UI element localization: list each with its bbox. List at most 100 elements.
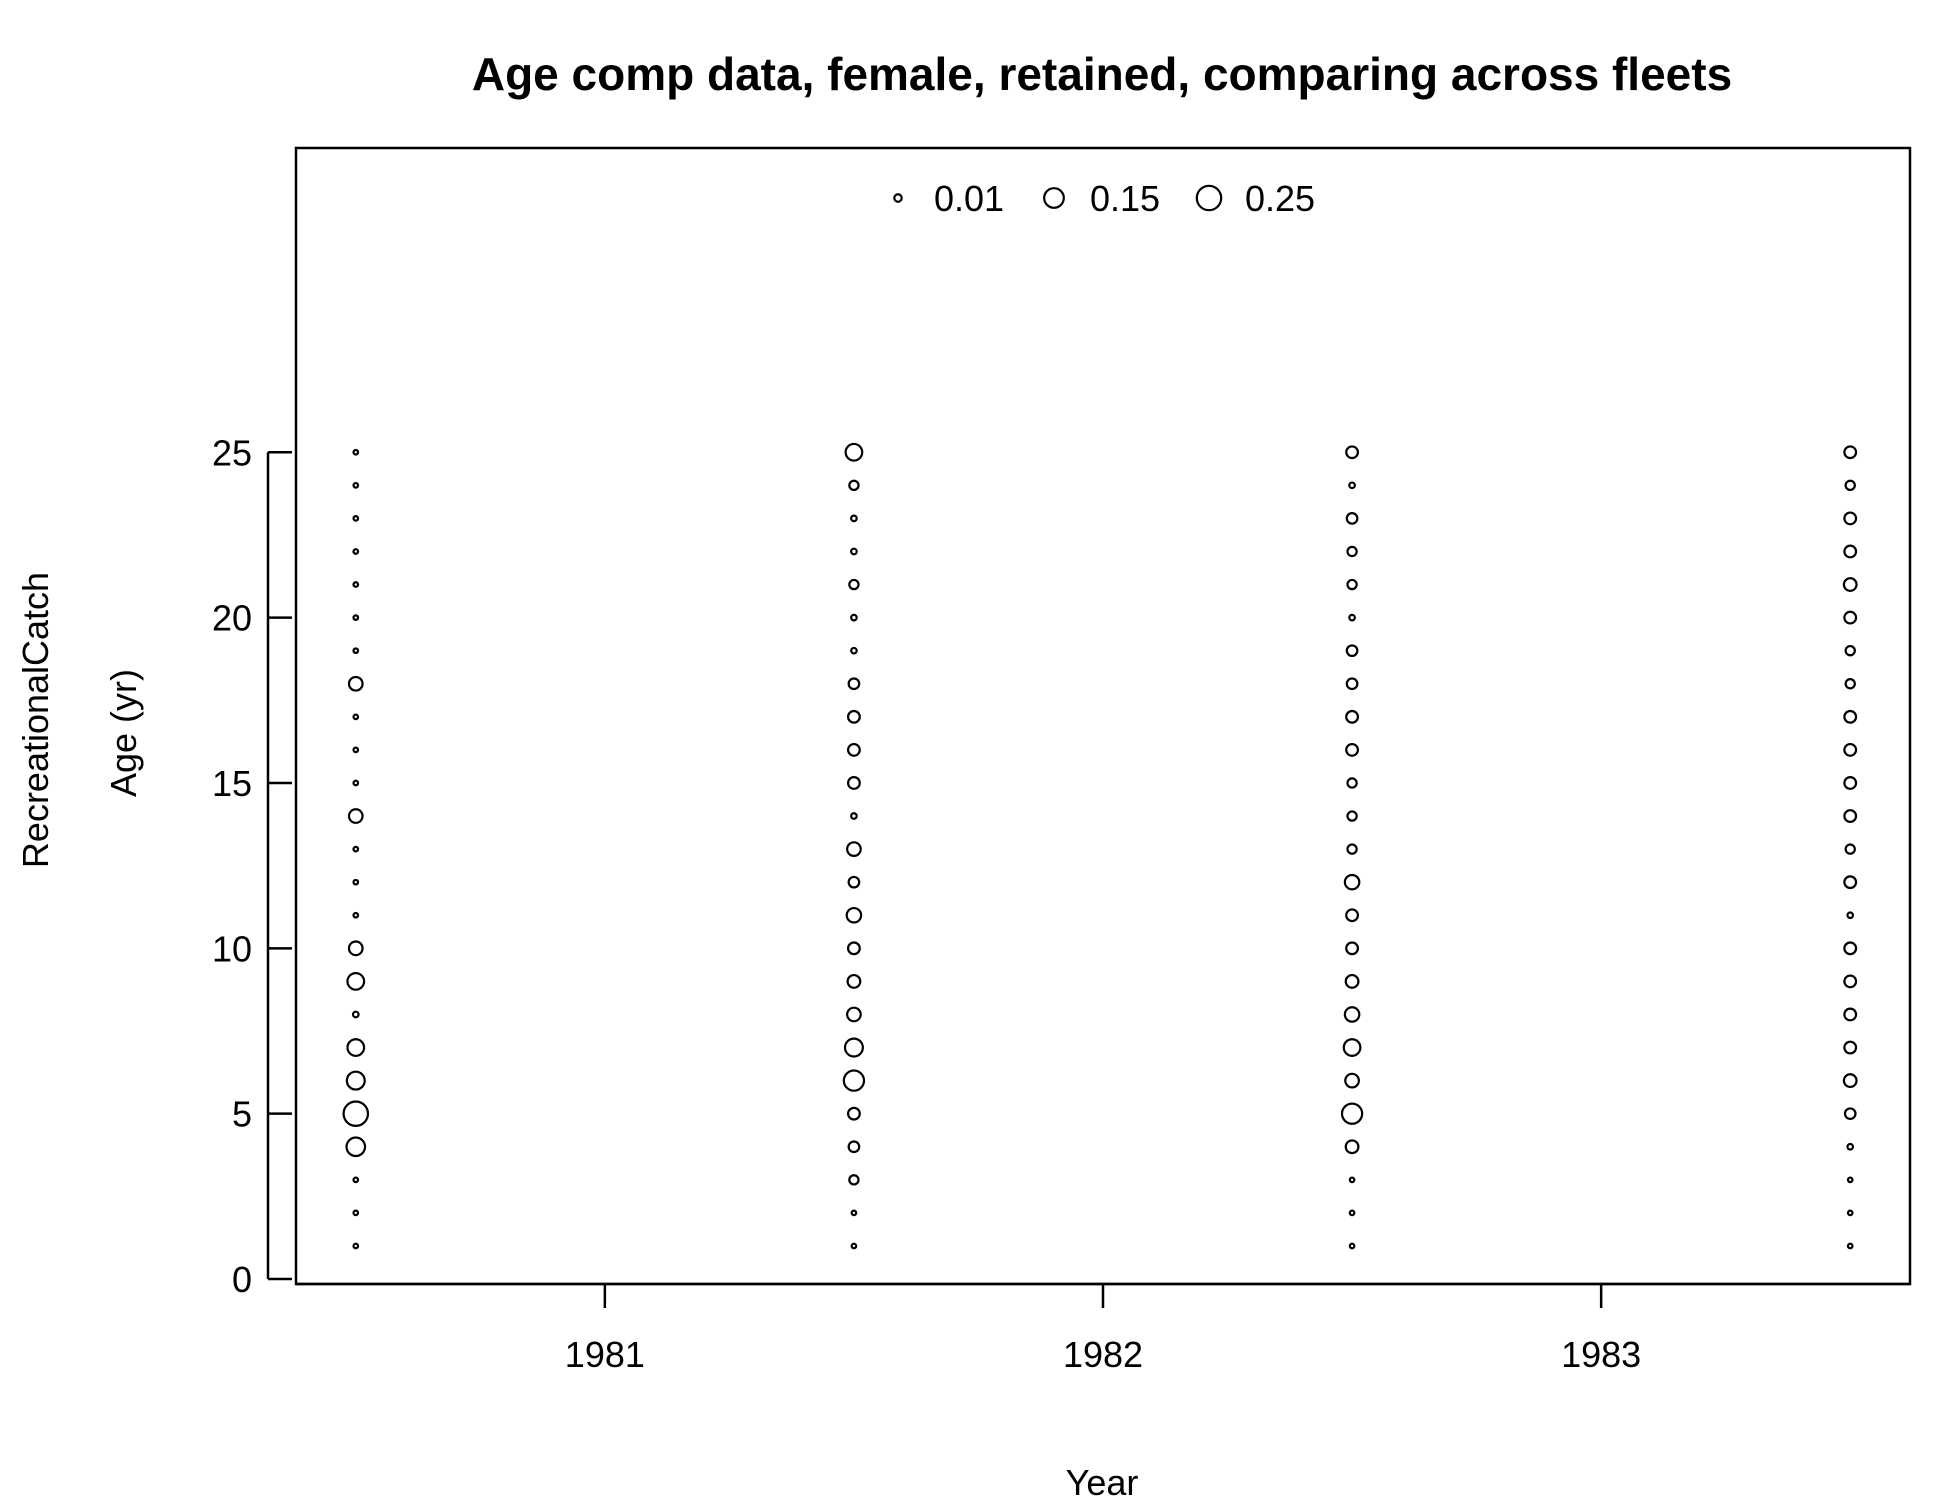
bubble	[850, 812, 858, 820]
bubble	[352, 515, 360, 522]
y-tick-label: 20	[212, 598, 252, 639]
bubble	[1843, 511, 1858, 526]
legend-bubble	[893, 193, 903, 203]
bubble	[1346, 843, 1358, 855]
bubble	[1844, 678, 1856, 690]
bubble	[1344, 973, 1360, 989]
bubble	[850, 613, 858, 622]
bubble	[846, 841, 862, 858]
bubble	[1345, 677, 1359, 691]
fleet-label: RecreationalCatch	[15, 572, 56, 868]
y-tick-label: 0	[232, 1259, 252, 1300]
bubble	[842, 1069, 866, 1092]
bubble	[352, 581, 360, 588]
y-axis: 0 5 10 15 20 25	[212, 432, 292, 1300]
x-axis-label: Year	[1066, 1462, 1139, 1500]
bubble	[850, 1242, 858, 1250]
bubble	[352, 548, 360, 555]
bubble	[1345, 908, 1360, 923]
bubble	[345, 1136, 367, 1158]
bubble	[1843, 1107, 1857, 1121]
bubble	[1348, 613, 1356, 622]
bubble	[1844, 843, 1856, 855]
bubble	[352, 614, 360, 621]
bubble	[1345, 445, 1360, 460]
bubble	[351, 1010, 360, 1019]
bubble	[1843, 709, 1858, 724]
bubble	[1345, 644, 1359, 658]
bubble	[1346, 777, 1358, 789]
bubble	[850, 547, 858, 556]
bubble	[1344, 1072, 1360, 1089]
bubble	[1842, 1073, 1858, 1089]
legend-label: 0.01	[934, 178, 1004, 219]
bubble	[1348, 481, 1356, 490]
bubble	[352, 481, 360, 489]
bubble	[352, 779, 360, 787]
bubble	[845, 906, 863, 924]
legend-label: 0.15	[1090, 178, 1160, 219]
bubble	[1842, 577, 1858, 592]
bubble	[1348, 1242, 1356, 1250]
bubble	[846, 1106, 861, 1121]
bubble	[346, 1038, 366, 1057]
bubble	[1843, 776, 1858, 790]
bubble	[1844, 479, 1856, 492]
bubble	[1345, 941, 1360, 956]
bubble	[1844, 644, 1856, 657]
bubble	[1346, 578, 1358, 591]
bubble	[847, 677, 861, 691]
bubble	[848, 479, 860, 492]
legend-bubble	[1043, 187, 1065, 209]
bubble	[1846, 1142, 1855, 1151]
bubble	[1843, 974, 1858, 989]
bubble	[846, 776, 861, 790]
bubble	[848, 578, 860, 591]
y-tick-label: 15	[212, 763, 252, 804]
bubble	[1846, 911, 1855, 920]
bubble	[352, 647, 360, 655]
bubble	[1345, 709, 1360, 724]
bubble	[1340, 1102, 1364, 1125]
bubble	[352, 713, 360, 721]
x-tick-label: 1981	[565, 1334, 645, 1375]
bubble	[846, 973, 862, 989]
bubble	[846, 941, 861, 956]
bubble	[1348, 1176, 1356, 1184]
bubble-layer	[342, 442, 1858, 1250]
y-axis-label: Age (yr)	[103, 669, 144, 797]
bubble	[1843, 544, 1858, 559]
bubble	[352, 1176, 360, 1184]
bubble	[1343, 1006, 1361, 1023]
bubble	[347, 808, 364, 824]
bubble	[846, 1006, 862, 1023]
bubble	[1846, 1209, 1854, 1217]
bubble	[1343, 873, 1361, 891]
x-tick-label: 1983	[1561, 1334, 1641, 1375]
bubble	[346, 971, 366, 991]
bubble	[1344, 1139, 1360, 1155]
bubble	[352, 1209, 360, 1217]
bubble	[352, 1242, 360, 1250]
bubble	[352, 746, 360, 754]
plot-frame	[294, 146, 1912, 1286]
bubble	[844, 442, 864, 462]
bubble	[345, 1070, 366, 1091]
bubble	[352, 845, 360, 853]
bubble	[850, 1209, 858, 1217]
bubble	[352, 878, 360, 886]
bubble	[347, 940, 364, 957]
bubble	[850, 514, 858, 523]
bubble	[352, 911, 360, 919]
bubble	[347, 675, 364, 692]
bubble	[1846, 1242, 1854, 1250]
bubble	[846, 709, 861, 724]
bubble	[352, 448, 360, 456]
bubble	[1348, 1209, 1356, 1217]
bubble	[1843, 1007, 1858, 1022]
bubble	[1843, 742, 1858, 757]
bubble	[1345, 512, 1359, 525]
bubble	[1843, 610, 1858, 625]
bubble	[846, 742, 861, 757]
